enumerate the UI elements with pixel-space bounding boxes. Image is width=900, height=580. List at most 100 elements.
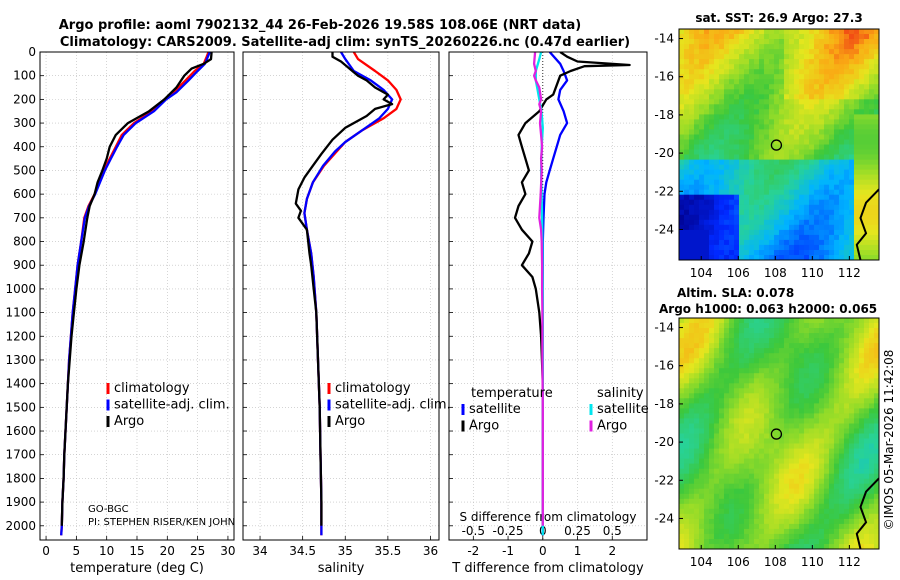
x-tick-label: 106 (727, 266, 750, 280)
y-tick-label: 1200 (5, 329, 36, 343)
heatmap-cells (679, 318, 879, 549)
axes-frame (448, 51, 648, 541)
y-tick-label: -22 (654, 184, 674, 198)
figure-title-line-2: Climatology: CARS2009. Satellite-adj cli… (60, 35, 630, 50)
x-tick-label: 34.5 (289, 544, 316, 558)
x-tick-label: 104 (690, 555, 713, 569)
salinity-panel: 34 34.5 35 35.5 36 salinity climatology satelli… (242, 51, 451, 576)
series-line-t-argo (513, 52, 631, 526)
map-title-line-2: Argo h1000: 0.063 h2000: 0.065 (659, 302, 877, 316)
x-tick-label: 35 (338, 544, 353, 558)
x-tick-label: 2 (608, 544, 616, 558)
x-tick-label: 30 (220, 544, 235, 558)
legend-entry: Argo (597, 419, 627, 434)
series-line-s-satellite (534, 52, 544, 536)
y-tick-label: -16 (654, 70, 674, 84)
legend-entry: climatology (114, 381, 190, 396)
y-tick-label: 1900 (5, 495, 36, 509)
top-x-tick-label: -0.5 (462, 524, 485, 538)
map-title: sat. SST: 26.9 Argo: 27.3 (695, 11, 862, 25)
x-tick-label: 35.5 (375, 544, 402, 558)
x-tick-label: 15 (129, 544, 144, 558)
legend-entry: satellite-adj. clim. (335, 398, 451, 413)
copyright-stamp: ©IMOS 05-Mar-2026 11:42:08 (882, 350, 896, 531)
y-tick-label: 1500 (5, 400, 36, 414)
x-tick-label: 0 (42, 544, 50, 558)
map-title-line-1: Altim. SLA: 0.078 (677, 286, 794, 300)
float-position-marker (770, 428, 783, 440)
top-x-tick-label: -0.25 (493, 524, 524, 538)
x-tick-label: 0 (539, 544, 547, 558)
legend-title: temperature (471, 386, 553, 401)
x-axis-label: T difference from climatology (451, 561, 644, 576)
x-tick-label: 20 (160, 544, 175, 558)
y-tick-label: 300 (13, 116, 36, 130)
x-tick-label: 106 (727, 555, 750, 569)
sst_map-panel: 104 106 108 110 112 -14 -16 -18 -20 -22 -24 sat. SS… (654, 11, 880, 280)
x-axis-label: temperature (deg C) (70, 561, 204, 576)
float-pi-label: PI: STEPHEN RISER/KEN JOHN (88, 517, 235, 528)
y-tick-label: 1600 (5, 424, 36, 438)
y-tick-label: 1800 (5, 471, 36, 485)
y-tick-label: 2000 (5, 519, 36, 533)
float-position-marker (770, 139, 783, 151)
float-program-label: GO-BGC (88, 504, 129, 515)
x-tick-label: 104 (690, 266, 713, 280)
coastline (855, 477, 879, 549)
y-tick-label: -14 (654, 321, 674, 335)
y-tick-label: 1000 (5, 282, 36, 296)
x-tick-label: 36 (423, 544, 438, 558)
top-x-axis-label: S difference from climatology (460, 510, 637, 524)
x-tick-label: 112 (838, 266, 861, 280)
series-line-argo (60, 52, 213, 526)
top-x-tick-label: 0.25 (564, 524, 591, 538)
figure-title-line-1: Argo profile: aoml 7902132_44 26-Feb-202… (59, 18, 581, 33)
legend-entry: satellite (597, 402, 649, 417)
x-tick-label: 108 (764, 266, 787, 280)
series-line-s-argo (532, 52, 544, 526)
x-tick-label: -1 (502, 544, 514, 558)
axes-frame (242, 51, 440, 541)
x-axis-label: salinity (318, 561, 365, 576)
y-tick-label: -16 (654, 359, 674, 373)
y-tick-label: 1100 (5, 306, 36, 320)
y-tick-label: -24 (654, 222, 674, 236)
sla_map-panel: 104 106 108 110 112 -14 -16 -18 -20 -22 -24 Altim. … (654, 286, 880, 569)
x-tick-label: 108 (764, 555, 787, 569)
difference-panel: -2 -1 0 1 2-0.5 -0.25 0 0.25 0.5S difference fro… (448, 51, 649, 576)
legend-entry: satellite-adj. clim. (114, 398, 230, 413)
legend-entry: satellite (469, 402, 521, 417)
y-tick-label: 1400 (5, 377, 36, 391)
series-line-t-satellite (541, 52, 569, 536)
y-tick-label: -14 (654, 32, 674, 46)
x-tick-label: 10 (99, 544, 114, 558)
legend-entry: climatology (335, 381, 411, 396)
x-tick-label: 110 (801, 555, 824, 569)
y-tick-label: 0 (28, 45, 36, 59)
y-tick-label: -24 (654, 511, 674, 525)
y-tick-label: 400 (13, 140, 36, 154)
y-tick-label: 900 (13, 258, 36, 272)
y-tick-label: 800 (13, 235, 36, 249)
y-tick-label: 1300 (5, 353, 36, 367)
y-tick-label: -20 (654, 435, 674, 449)
y-tick-label: 700 (13, 211, 36, 225)
x-tick-label: 34 (252, 544, 267, 558)
x-tick-label: -2 (467, 544, 479, 558)
legend-title: salinity (597, 386, 644, 401)
map-frame (678, 28, 880, 261)
y-tick-label: 1700 (5, 448, 36, 462)
top-x-tick-label: 0.5 (603, 524, 622, 538)
series-line-argo (294, 52, 394, 526)
legend-entry: Argo (114, 414, 144, 429)
coastline (855, 188, 879, 260)
heatmap-cells (679, 29, 879, 260)
x-tick-label: 110 (801, 266, 824, 280)
x-tick-label: 112 (838, 555, 861, 569)
y-tick-label: 600 (13, 187, 36, 201)
y-tick-label: -22 (654, 473, 674, 487)
map-frame (678, 317, 880, 550)
x-tick-label: 25 (190, 544, 205, 558)
legend-entry: Argo (469, 419, 499, 434)
